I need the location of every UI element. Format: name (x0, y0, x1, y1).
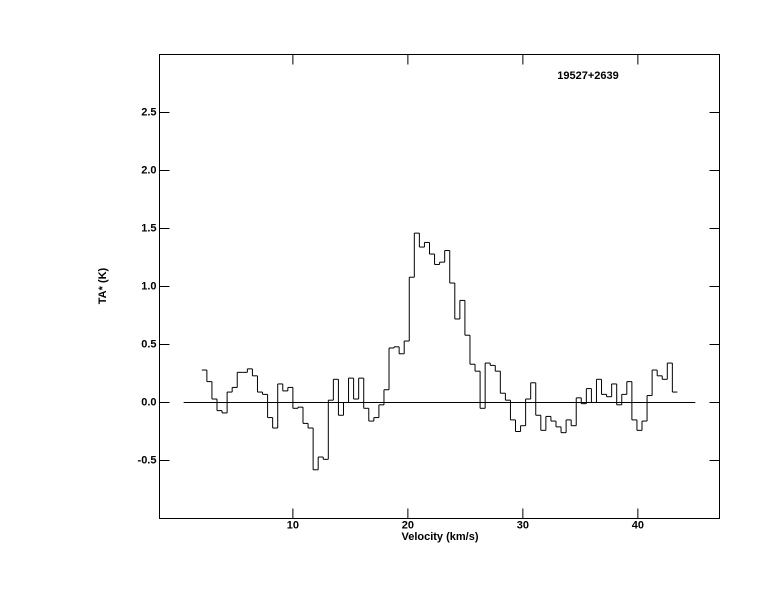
x-axis-label: Velocity (km/s) (401, 531, 478, 543)
chart-title: 19527+2639 (557, 70, 618, 82)
x-tick-label: 30 (517, 519, 529, 531)
y-axis-label: TA* (K) (97, 267, 109, 304)
y-tick-label: 1.5 (141, 222, 156, 234)
x-tick-label: 20 (402, 519, 414, 531)
y-tick-label: 2.5 (141, 106, 156, 118)
y-tick-label: 0.5 (141, 338, 156, 350)
plot-frame (159, 54, 720, 519)
y-tick-label: 2.0 (141, 164, 156, 176)
x-tick-label: 40 (632, 519, 644, 531)
y-tick-label: 1.0 (141, 280, 156, 292)
y-tick-label: -0.5 (138, 454, 157, 466)
x-tick-label: 10 (287, 519, 299, 531)
y-tick-label: 0.0 (141, 396, 156, 408)
